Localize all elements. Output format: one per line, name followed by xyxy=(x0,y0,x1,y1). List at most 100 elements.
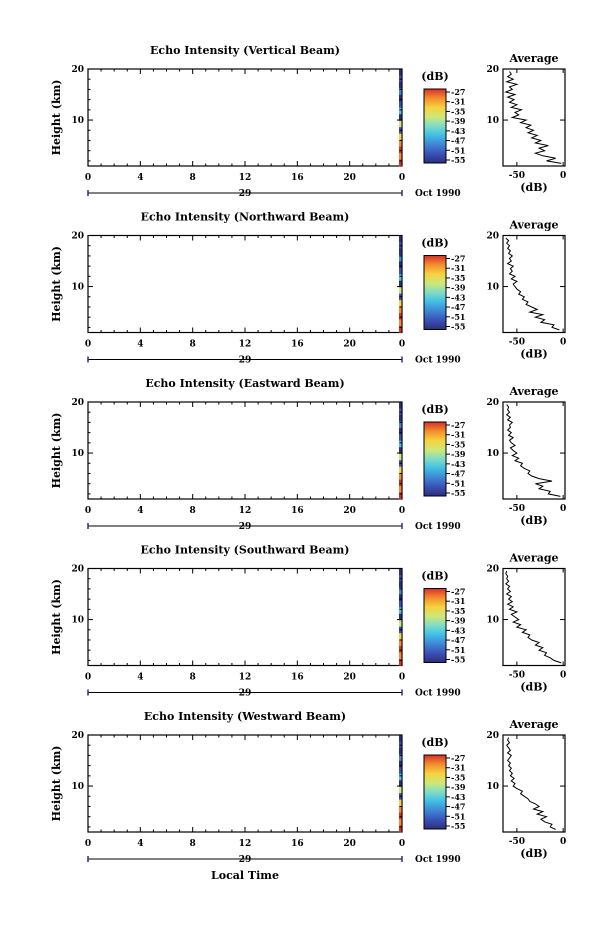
x-tick-label: 0 xyxy=(85,839,91,849)
x-tick-label: 8 xyxy=(190,506,196,516)
x-tick-label: 20 xyxy=(343,340,356,350)
data-column-cell xyxy=(399,492,402,500)
y-tick-label: 10 xyxy=(71,449,84,459)
y-tick-label: 20 xyxy=(71,232,84,242)
date-label: Oct 1990 xyxy=(415,522,461,532)
y-axis-label: Height (km) xyxy=(50,413,63,489)
colorbar-unit: (dB) xyxy=(421,237,448,250)
x-axis-label: Local Time xyxy=(211,869,279,882)
data-column-cell xyxy=(399,434,402,442)
colorbar-tick-label: -27 xyxy=(451,254,465,264)
data-column-cell xyxy=(399,799,402,807)
x-tick-label: 20 xyxy=(343,673,356,683)
average-title: Average xyxy=(508,718,558,731)
x-tick-label: 0 xyxy=(399,673,405,683)
data-column-cell xyxy=(399,486,402,493)
data-column-cell xyxy=(399,159,402,167)
data-column-cell xyxy=(399,326,402,333)
average-y-tick-label: 10 xyxy=(486,616,499,626)
day-label: 29 xyxy=(239,855,252,865)
x-tick-label: 16 xyxy=(291,173,304,183)
data-column-cell xyxy=(399,780,402,788)
data-column-cell xyxy=(399,747,402,755)
data-column-cell xyxy=(399,300,402,307)
data-column-cell xyxy=(399,760,402,768)
colorbar-tick-label: -39 xyxy=(451,449,466,459)
data-column-cell xyxy=(399,447,402,455)
y-axis-label: Height (km) xyxy=(50,246,63,322)
data-column-cell xyxy=(399,594,402,602)
average-y-tick-label: 20 xyxy=(486,565,499,575)
average-x-tick-label: 0 xyxy=(560,671,566,681)
x-tick-label: 16 xyxy=(291,673,304,683)
x-tick-label: 0 xyxy=(85,340,91,350)
x-tick-label: 20 xyxy=(343,506,356,516)
colorbar-tick-label: -55 xyxy=(451,322,465,332)
data-column-cell xyxy=(399,414,402,422)
average-frame xyxy=(502,734,566,833)
average-xlabel: (dB) xyxy=(520,847,547,860)
x-tick-label: 4 xyxy=(137,673,143,683)
colorbar-tick-label: -47 xyxy=(451,635,465,645)
data-column-cell xyxy=(399,453,402,461)
colorbar-tick-label: -39 xyxy=(451,283,466,293)
colorbar-tick-label: -35 xyxy=(451,106,465,116)
colorbar-tick-label: -35 xyxy=(451,772,465,782)
data-column-cell xyxy=(399,812,402,820)
average-x-tick-label: 0 xyxy=(560,171,566,181)
colorbar-tick-label: -31 xyxy=(451,430,465,440)
data-column-cell xyxy=(399,754,402,762)
data-column-cell xyxy=(399,735,402,742)
colorbar-tick-label: -55 xyxy=(451,821,465,831)
y-tick-label: 10 xyxy=(71,116,84,126)
x-tick-label: 16 xyxy=(291,839,304,849)
data-column-cell xyxy=(399,313,402,320)
average-title: Average xyxy=(508,219,558,232)
day-label: 29 xyxy=(239,356,252,366)
colorbar-tick-label: -55 xyxy=(451,155,465,165)
average-title: Average xyxy=(508,552,558,565)
average-title: Average xyxy=(508,385,558,398)
x-tick-label: 8 xyxy=(190,839,196,849)
plot-frame xyxy=(87,234,403,334)
data-column-cell xyxy=(399,473,402,480)
x-tick-label: 0 xyxy=(85,506,91,516)
data-column-cell xyxy=(399,280,402,288)
data-column-cell xyxy=(399,140,402,147)
data-column-cell xyxy=(399,825,402,833)
average-frame xyxy=(502,401,566,500)
data-column-cell xyxy=(399,806,402,813)
panel-title: Echo Intensity (Vertical Beam) xyxy=(150,44,340,57)
panel-2: Echo Intensity (Northward Beam) 0 4 8 12 16 20… xyxy=(50,211,566,366)
colorbar-tick-label: -43 xyxy=(451,625,466,635)
panel-1: Echo Intensity (Vertical Beam) 0 4 8 12 16 20 0… xyxy=(50,44,566,199)
average-y-tick-label: 20 xyxy=(486,232,499,242)
x-tick-label: 20 xyxy=(343,173,356,183)
colorbar-tick-label: -35 xyxy=(451,606,465,616)
data-column-cell xyxy=(399,287,402,294)
data-column-cell xyxy=(399,659,402,666)
average-y-tick-label: 10 xyxy=(486,116,499,126)
panel-title: Echo Intensity (Eastward Beam) xyxy=(145,377,344,390)
data-column-cell xyxy=(399,607,402,615)
date-label: Oct 1990 xyxy=(415,189,461,199)
data-column-cell xyxy=(399,427,402,435)
x-tick-label: 4 xyxy=(137,506,143,516)
average-profile-line xyxy=(505,404,561,497)
data-column-cell xyxy=(399,254,402,262)
colorbar-unit: (dB) xyxy=(421,570,448,583)
average-y-tick-label: 20 xyxy=(486,398,499,408)
data-column-cell xyxy=(399,587,402,595)
average-profile-line xyxy=(505,237,560,331)
x-tick-label: 16 xyxy=(291,340,304,350)
data-column-cell xyxy=(399,146,402,154)
data-column-cell xyxy=(399,440,402,448)
plot-frame xyxy=(87,567,403,667)
date-label: Oct 1990 xyxy=(415,689,461,699)
data-column-cell xyxy=(399,101,402,109)
colorbar-tick-label: -31 xyxy=(451,763,465,773)
x-tick-label: 12 xyxy=(239,839,252,849)
data-column-cell xyxy=(399,267,402,275)
data-column-cell xyxy=(399,120,402,128)
day-label: 29 xyxy=(239,689,252,699)
